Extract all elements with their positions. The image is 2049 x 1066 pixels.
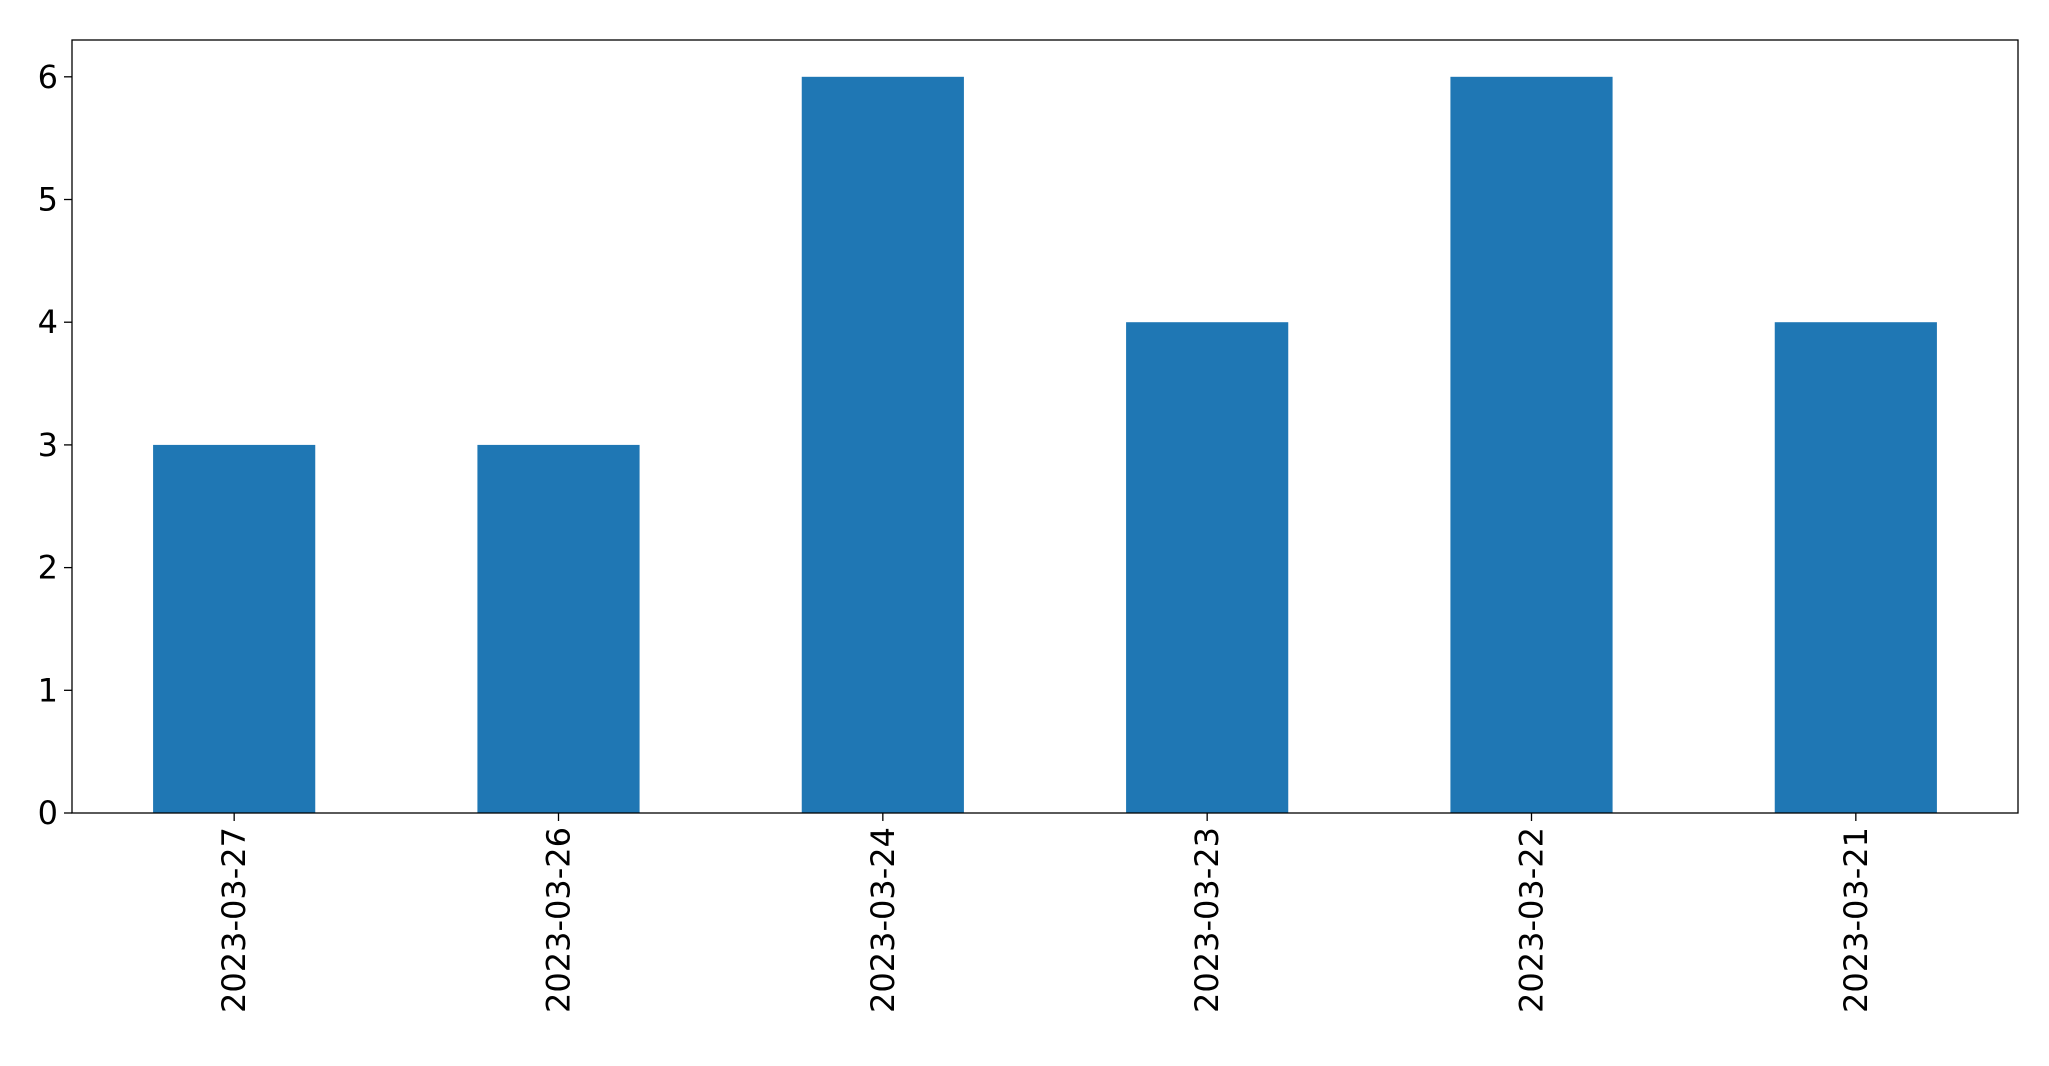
bar-2023-03-21 (1774, 322, 1937, 813)
x-axis: 2023-03-27 2023-03-26 2023-03-24 2023-03-23… (215, 813, 1875, 1013)
x-tick-label: 2023-03-24 (864, 827, 902, 1013)
x-tick-label: 2023-03-21 (1837, 827, 1875, 1013)
bar-2023-03-24 (801, 76, 964, 814)
y-tick-label: 1 (38, 671, 58, 709)
plot-frame (71, 39, 2019, 814)
y-tick-label: 3 (38, 426, 58, 464)
x-tick-label: 2023-03-27 (215, 827, 253, 1013)
y-tick-label: 0 (38, 794, 58, 832)
x-tick-label: 2023-03-26 (540, 827, 578, 1013)
y-tick-label: 2 (38, 549, 58, 587)
bar-2023-03-22 (1450, 76, 1613, 814)
y-axis: 0 1 2 3 4 5 6 (38, 58, 72, 832)
y-tick-label: 6 (38, 58, 58, 96)
y-tick-label: 5 (38, 181, 58, 219)
bar-2023-03-27 (153, 444, 316, 813)
bar-2023-03-23 (1126, 322, 1289, 813)
bars-group (153, 76, 1937, 814)
x-tick-label: 2023-03-23 (1188, 827, 1226, 1013)
x-tick-label: 2023-03-22 (1513, 827, 1551, 1013)
y-tick-label: 4 (38, 303, 58, 341)
bar-2023-03-26 (477, 444, 640, 813)
